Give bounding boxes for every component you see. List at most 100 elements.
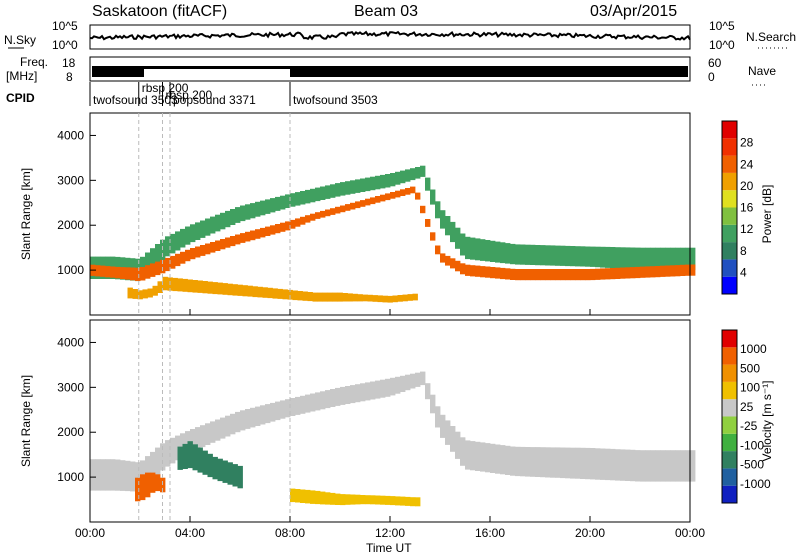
- heatmap-cell: [402, 294, 408, 302]
- heatmap-cell: [275, 196, 281, 211]
- heatmap-cell: [305, 489, 311, 504]
- heatmap-cell: [525, 244, 531, 265]
- heatmap-cell: [655, 266, 661, 278]
- heatmap-cell: [330, 208, 336, 215]
- heatmap-cell: [330, 492, 336, 505]
- heatmap-cell: [510, 268, 516, 280]
- heatmap-cell: [365, 198, 371, 206]
- nsky-tick-low: 10^0: [52, 38, 78, 52]
- heatmap-cell: [310, 213, 316, 221]
- y-tick-label: 3000: [57, 380, 84, 394]
- heatmap-cell: [580, 447, 586, 479]
- power-colorbar-label: Power [dB]: [760, 185, 774, 244]
- heatmap-cell: [520, 269, 526, 281]
- heatmap-cell: [320, 491, 326, 505]
- heatmap-cell: [545, 245, 551, 266]
- heatmap-cell: [515, 244, 521, 265]
- heatmap-cell: [405, 169, 411, 182]
- colorbar-tick-label: 24: [740, 157, 754, 171]
- heatmap-cell: [645, 450, 651, 482]
- heatmap-cell: [450, 258, 456, 269]
- heatmap-cell: [170, 255, 176, 269]
- heatmap-cell: [375, 175, 381, 190]
- heatmap-cell: [165, 236, 171, 257]
- heatmap-cell: [357, 294, 363, 302]
- heatmap-cell: [217, 282, 223, 295]
- heatmap-cell: [425, 219, 431, 227]
- heatmap-cell: [535, 447, 541, 477]
- heatmap-cell: [195, 427, 201, 450]
- heatmap-cell: [315, 392, 321, 411]
- colorbar-swatch: [722, 155, 737, 173]
- heatmap-cell: [95, 459, 101, 491]
- colorbar-swatch: [722, 485, 737, 503]
- y-tick-label: 1000: [57, 470, 84, 484]
- heatmap-cell: [650, 450, 656, 482]
- heatmap-cell: [525, 447, 531, 477]
- heatmap-cell: [220, 212, 226, 230]
- heatmap-cell: [380, 174, 386, 189]
- heatmap-cell: [390, 496, 396, 506]
- colorbar-tick-label: 4: [740, 265, 747, 279]
- heatmap-cell: [345, 204, 351, 211]
- heatmap-cell: [227, 283, 233, 296]
- heatmap-cell: [440, 210, 446, 229]
- heatmap-cell: [350, 385, 356, 404]
- heatmap-cell: [192, 444, 198, 471]
- heatmap-cell: [605, 268, 611, 280]
- heatmap-cell: [145, 252, 151, 275]
- heatmap-cell: [345, 386, 351, 404]
- heatmap-cell: [405, 188, 411, 195]
- heatmap-cell: [125, 460, 131, 492]
- heatmap-cell: [275, 401, 281, 421]
- heatmap-cell: [485, 266, 491, 278]
- heatmap-cell: [300, 191, 306, 205]
- heatmap-cell: [360, 178, 366, 192]
- heatmap-cell: [505, 243, 511, 264]
- nsearch-tick-low: 10^0: [709, 38, 735, 52]
- heatmap-cell: [162, 276, 168, 291]
- heatmap-cell: [290, 193, 296, 207]
- heatmap-cell: [685, 264, 691, 276]
- heatmap-cell: [545, 269, 551, 281]
- heatmap-cell: [615, 449, 621, 481]
- heatmap-cell: [240, 205, 246, 222]
- heatmap-cell: [215, 214, 221, 232]
- heatmap-cell: [410, 497, 416, 507]
- heatmap-cell: [580, 269, 586, 281]
- heatmap-cell: [300, 395, 306, 414]
- heatmap-cell: [210, 421, 216, 443]
- heatmap-cell: [145, 265, 151, 279]
- heatmap-cell: [610, 247, 616, 269]
- heatmap-cell: [645, 247, 651, 271]
- heatmap-cell: [200, 425, 206, 448]
- heatmap-cell: [555, 245, 561, 266]
- heatmap-cell: [190, 224, 196, 243]
- heatmap-cell: [222, 283, 228, 295]
- heatmap-cell: [650, 247, 656, 271]
- heatmap-cell: [105, 266, 111, 278]
- heatmap-cell: [140, 474, 146, 501]
- heatmap-cell: [545, 447, 551, 478]
- heatmap-cell: [635, 450, 641, 482]
- heatmap-cell: [255, 229, 261, 239]
- station-title: Saskatoon (fitACF): [92, 3, 227, 20]
- x-tick-label: 12:00: [375, 526, 405, 540]
- velocity-heatmap: [90, 371, 696, 507]
- colorbar-swatch: [722, 433, 737, 452]
- heatmap-cell: [365, 495, 371, 505]
- heatmap-cell: [260, 405, 266, 425]
- heatmap-cell: [90, 459, 96, 491]
- heatmap-cell: [300, 216, 306, 225]
- heatmap-cell: [175, 253, 181, 267]
- heatmap-cell: [400, 496, 406, 506]
- heatmap-cell: [325, 185, 331, 199]
- x-axis-label: Time UT: [366, 541, 412, 554]
- heatmap-cell: [335, 387, 341, 406]
- heatmap-cell: [135, 462, 141, 492]
- heatmap-cell: [560, 269, 566, 281]
- heatmap-cell: [225, 415, 231, 437]
- colorbar-frame: [721, 329, 738, 504]
- heatmap-cell: [155, 474, 161, 492]
